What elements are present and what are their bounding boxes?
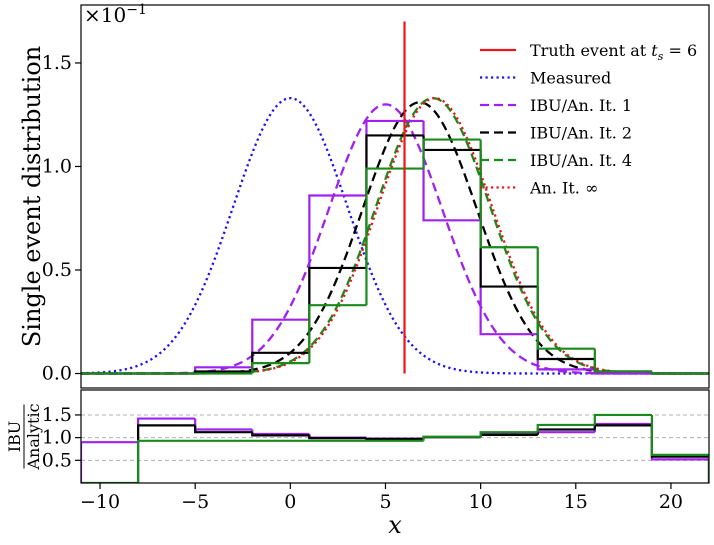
legend-label: Truth event at ts = 6 xyxy=(530,41,697,63)
ratio-xtick-label: 0 xyxy=(284,491,296,513)
main-ytick-label: 0.0 xyxy=(42,363,72,385)
ratio-plot-area xyxy=(81,413,709,483)
legend-label: An. It. ∞ xyxy=(529,179,598,198)
ratio-ylabel-den: Analytic xyxy=(24,403,43,470)
ratio-xtick-label: 20 xyxy=(659,491,683,513)
y-multiplier: ×10−1 xyxy=(84,2,147,27)
ratio-xtick-label: 5 xyxy=(379,491,391,513)
ratio-xtick-label: −10 xyxy=(80,491,120,513)
ratio-ibu-an-it-2 xyxy=(136,424,709,483)
x-axis-label: x xyxy=(388,511,402,539)
legend: Truth event at ts = 6 Measured IBU/An. It.… xyxy=(480,41,697,198)
legend-label: IBU/An. It. 2 xyxy=(530,124,632,143)
main-ytick-label: 1.0 xyxy=(42,155,72,177)
main-panel: 0.0 0.5 1.0 1.5 ×10−1 Single event distributi… xyxy=(18,2,710,389)
ratio-xtick-label: 10 xyxy=(469,491,493,513)
main-ytick-label: 1.5 xyxy=(42,52,72,74)
legend-label: IBU/An. It. 4 xyxy=(530,151,632,170)
main-frame xyxy=(80,4,710,389)
ratio-ylabel: IBU Analytic xyxy=(5,403,43,470)
ratio-xtick-label: −5 xyxy=(181,491,209,513)
ratio-frame xyxy=(80,389,710,484)
histogram-ibu-an-it-4 xyxy=(81,138,709,375)
ratio-xtick-label: 15 xyxy=(564,491,588,513)
ratio-ytick-label: 1.5 xyxy=(42,404,72,426)
main-ytick-label: 0.5 xyxy=(42,259,72,281)
ratio-ibu-an-it-4 xyxy=(81,413,709,483)
ratio-panel: 0.51.01.5 −10 −5 0 5 10 15 20 IBU Analytic x xyxy=(5,389,710,539)
ratio-ibu-an-it-1 xyxy=(81,417,709,483)
main-ylabel: Single event distribution xyxy=(18,46,46,347)
ratio-ytick-label: 1.0 xyxy=(42,427,72,449)
curve-ibu-an-it-1 xyxy=(81,103,709,375)
curve-ibu-an-it-2 xyxy=(81,101,709,375)
ratio-ylabel-num: IBU xyxy=(5,421,24,453)
legend-label: IBU/An. It. 1 xyxy=(530,96,632,115)
legend-label: Measured xyxy=(530,69,611,88)
main-plot-area xyxy=(81,21,709,375)
ratio-ytick-label: 0.5 xyxy=(42,449,72,471)
